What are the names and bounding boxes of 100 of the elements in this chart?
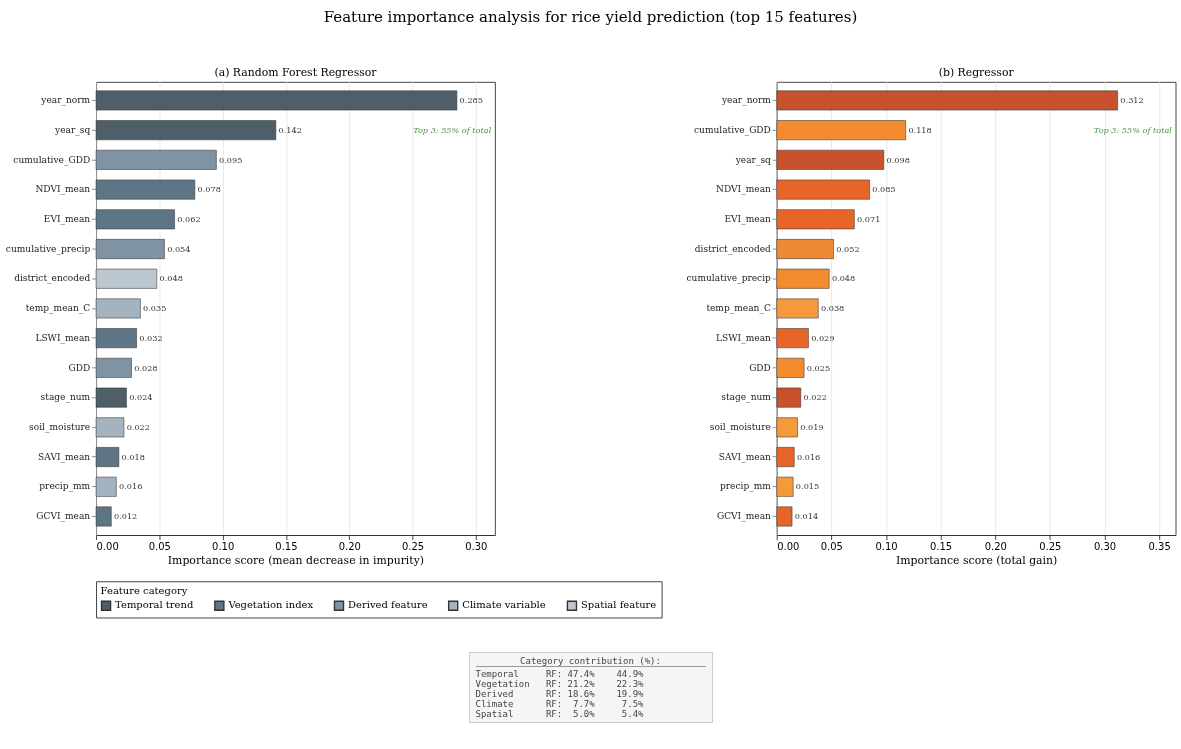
bar: [95, 209, 175, 230]
chart-subtitle: (b) Regressor: [938, 65, 1015, 79]
text: Vegetation RF: 21.2% 22.3%: [475, 679, 645, 689]
data-label: 0.118: [908, 124, 932, 135]
data-label: 0.014: [794, 511, 819, 522]
bar: [95, 357, 132, 378]
data-label: 0.015: [795, 481, 820, 492]
x-tick-label: 0.20: [984, 541, 1007, 553]
bar: [776, 447, 795, 467]
data-label: 0.025: [806, 362, 831, 373]
y-tick-label: district_encoded: [14, 273, 91, 285]
y-tick-label: GDD: [68, 362, 91, 373]
legend-label: Temporal trend: [115, 599, 194, 611]
x-tick-label: 0.35: [1148, 541, 1171, 553]
y-tick-label: temp_mean_C: [706, 303, 771, 315]
x-tick-label: 0.05: [148, 541, 171, 553]
legend-label: Spatial feature: [580, 599, 657, 611]
bar: [776, 298, 819, 319]
data-label: 0.048: [159, 273, 183, 284]
x-tick-label: 0.20: [338, 541, 361, 553]
chart-subtitle: (a) Random Forest Regressor: [214, 65, 378, 79]
data-label: 0.285: [459, 95, 483, 106]
y-tick-label: year_norm: [40, 95, 91, 107]
x-tick-label: 0.15: [930, 541, 953, 553]
data-label: 0.022: [126, 422, 150, 433]
data-label: 0.029: [811, 332, 835, 343]
data-label: 0.071: [857, 214, 881, 225]
data-label: 0.142: [278, 124, 302, 135]
bar: [95, 120, 277, 141]
y-tick-label: EVI_mean: [724, 214, 772, 226]
data-label: 0.022: [803, 392, 827, 403]
bar: [95, 447, 120, 467]
data-label: 0.024: [129, 392, 153, 403]
y-tick-label: EVI_mean: [43, 214, 91, 226]
data-label: 0.312: [1120, 95, 1144, 106]
y-tick-label: LSWI_mean: [716, 332, 772, 344]
y-tick-label: stage_num: [40, 392, 91, 404]
y-tick-label: temp_mean_C: [25, 303, 91, 315]
x-tick-label: 0.25: [1039, 541, 1062, 553]
text: Derived RF: 18.6% 19.9%: [475, 689, 645, 699]
data-label: 0.052: [836, 243, 860, 254]
x-axis-title: Importance score (total gain): [895, 553, 1058, 567]
y-tick-label: GCVI_mean: [36, 511, 91, 523]
y-tick-label: SAVI_mean: [718, 451, 772, 463]
y-tick-label: precip_mm: [719, 481, 772, 493]
annotation: Top 3: 55% of total: [1093, 124, 1173, 135]
y-tick-label: year_sq: [54, 124, 91, 136]
data-label: 0.028: [134, 362, 158, 373]
bar: [776, 239, 834, 259]
legend-label: Climate variable: [462, 599, 546, 611]
x-tick-label: 0.30: [1093, 541, 1117, 553]
y-tick-label: cumulative_GDD: [13, 154, 91, 166]
y-tick-label: LSWI_mean: [35, 332, 91, 344]
bar: [95, 298, 141, 319]
bar: [95, 506, 112, 527]
bar: [95, 476, 117, 497]
text: Temporal RF: 47.4% 44.9%: [475, 669, 645, 679]
y-tick-label: soil_moisture: [709, 422, 771, 434]
bar: [776, 476, 794, 497]
bar: [776, 417, 798, 438]
x-tick-label: 0.00: [96, 541, 119, 553]
data-label: 0.016: [796, 451, 821, 462]
bar: [776, 268, 830, 289]
x-tick-label: 0.15: [275, 541, 298, 553]
data-label: 0.062: [177, 214, 201, 225]
legend-label: Derived feature: [348, 599, 428, 611]
y-tick-label: NDVI_mean: [716, 184, 772, 196]
x-tick-label: 0.10: [875, 541, 898, 553]
bar: [776, 506, 793, 527]
y-tick-label: year_norm: [720, 95, 772, 107]
bar: [776, 357, 805, 378]
bar: [776, 90, 1118, 111]
bar: [776, 209, 855, 230]
x-tick-label: 0.25: [401, 541, 425, 553]
data-label: 0.038: [821, 303, 845, 314]
data-label: 0.078: [197, 184, 221, 195]
data-label: 0.032: [139, 332, 163, 343]
data-label: 0.018: [121, 451, 145, 462]
y-tick-label: cumulative_GDD: [694, 124, 771, 136]
y-tick-label: cumulative_precip: [686, 273, 772, 285]
y-tick-label: year_sq: [734, 154, 772, 166]
data-label: 0.035: [143, 303, 167, 314]
bar: [95, 417, 125, 438]
y-tick-label: stage_num: [721, 392, 772, 404]
bar: [95, 268, 158, 289]
text: Feature importance analysis for rice yield prediction (top 15 features): [322, 7, 859, 28]
bar: [95, 90, 458, 111]
bar: [776, 149, 885, 170]
bar: [776, 328, 809, 349]
y-tick-label: SAVI_mean: [38, 451, 91, 463]
legend-title: Feature category: [100, 584, 188, 596]
y-tick-label: GDD: [749, 362, 771, 373]
x-tick-label: 0.10: [212, 541, 235, 553]
x-axis-title: Importance score (mean decrease in impurity): [167, 553, 425, 567]
bar: [95, 328, 137, 349]
data-label: 0.098: [886, 154, 910, 165]
data-label: 0.095: [219, 154, 243, 165]
y-tick-label: precip_mm: [39, 481, 91, 493]
y-tick-label: cumulative_precip: [5, 243, 91, 255]
data-label: 0.085: [872, 184, 896, 195]
